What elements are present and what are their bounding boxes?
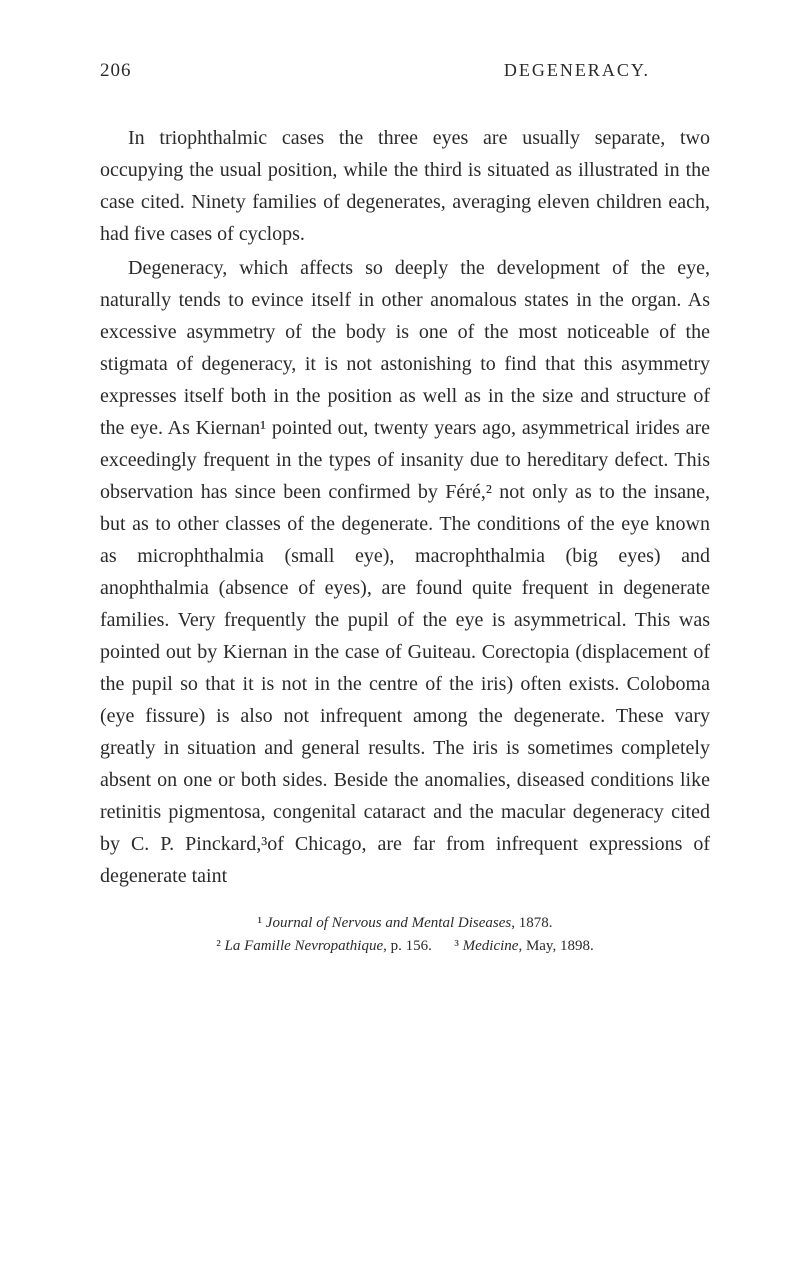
page-number: 206 (100, 60, 132, 82)
paragraph-1: In triophthalmic cases the three eyes ar… (100, 122, 710, 250)
footnote-1-rest: , 1878. (511, 915, 552, 931)
paragraph-2: Degeneracy, which affects so deeply the … (100, 252, 710, 892)
footnote-3-rest: , May, 1898. (518, 938, 593, 954)
footnote-2-rest: , p. 156. (383, 938, 432, 954)
page-header: 206 DEGENERACY. (100, 60, 710, 82)
header-title: DEGENERACY. (504, 60, 650, 82)
body-text: In triophthalmic cases the three eyes ar… (100, 122, 710, 892)
footnote-3-title: Medicine (463, 938, 519, 954)
footnote-2-title: La Famille Nevropathique (225, 938, 384, 954)
footnote-3-marker: ³ (454, 938, 462, 954)
footnote-1: ¹ Journal of Nervous and Mental Diseases… (100, 912, 710, 935)
footnote-2-3: ² La Famille Nevropathique, p. 156. ³ Me… (100, 935, 710, 958)
footnote-1-marker: ¹ (258, 915, 266, 931)
footnote-1-title: Journal of Nervous and Mental Diseases (266, 915, 511, 931)
footnote-2-marker: ² (216, 938, 224, 954)
footnotes-section: ¹ Journal of Nervous and Mental Diseases… (100, 912, 710, 957)
